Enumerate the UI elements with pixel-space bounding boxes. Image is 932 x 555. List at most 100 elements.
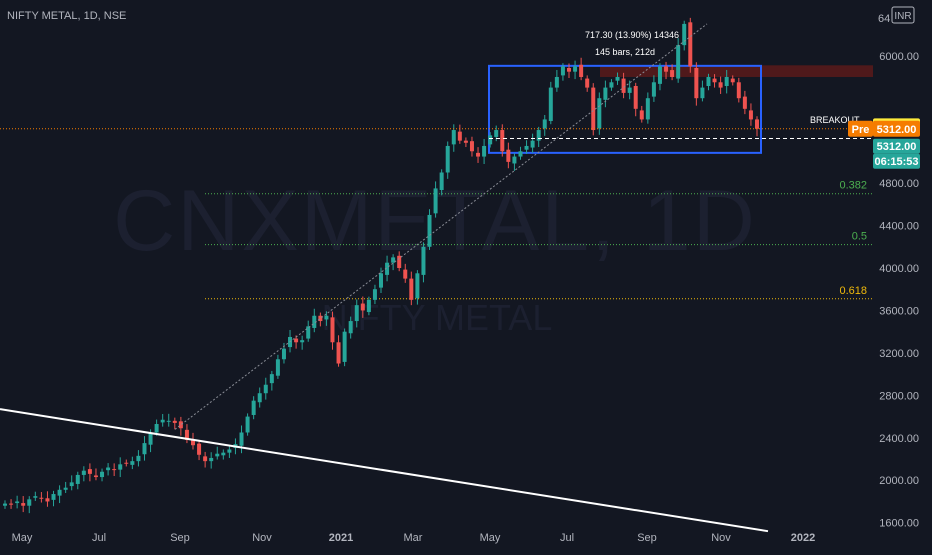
x-tick-label: Nov [252, 532, 272, 544]
candle-body [409, 278, 414, 300]
y-tick-label: 3600.00 [879, 305, 919, 317]
candle-body [518, 151, 523, 157]
candle-body [318, 315, 323, 322]
candle-body [354, 305, 359, 322]
candle-body [178, 421, 183, 429]
candle-body [69, 482, 74, 487]
candle-body [670, 70, 675, 77]
candle-body [263, 384, 268, 394]
candle-body [724, 76, 729, 86]
fib-level-label: 0.5 [852, 231, 867, 243]
annotations-layer: 717.30 (13.90%) 14346 145 bars, 212d BRE… [585, 30, 860, 125]
candle-body [342, 331, 347, 362]
candle-body [488, 135, 493, 145]
candle-body [530, 140, 535, 148]
candle-body [275, 359, 280, 376]
fibonacci-layer: 0.382 0.5 0.618 [205, 180, 873, 300]
candle-body [312, 315, 317, 328]
measure-annotation-line1: 717.30 (13.90%) 14346 [585, 30, 679, 40]
x-tick-label: 2021 [329, 532, 353, 544]
measure-diagonal-line [174, 23, 708, 430]
candle-body [124, 462, 129, 464]
price-axis: 1600.00 2000.00 2400.00 2800.00 3200.00 3600.… [878, 13, 919, 530]
candle-body [694, 67, 699, 99]
watermark-main-text: CNXMETAL, 1D [113, 173, 757, 269]
candle-body [27, 499, 32, 506]
candle-body [33, 496, 38, 498]
candle-body [755, 119, 759, 129]
candle-body [63, 487, 68, 490]
candle-body [639, 110, 644, 120]
candle-body [51, 494, 56, 500]
x-tick-label: Nov [711, 532, 731, 544]
candle-body [160, 419, 165, 423]
x-tick-label: Jul [92, 532, 106, 544]
candle-body [227, 449, 232, 453]
candle-body [281, 348, 286, 360]
currency-badge[interactable]: INR [891, 6, 915, 24]
candle-body [403, 269, 408, 279]
candle-body [360, 303, 365, 311]
trendline [0, 408, 769, 533]
candle-body [294, 338, 299, 343]
candle-body [15, 501, 20, 504]
candle-body [445, 145, 450, 173]
candle-body [142, 443, 147, 455]
fib-level-label: 0.382 [839, 180, 867, 192]
candle-body [391, 257, 396, 263]
last-price-badge: 5312.00 [873, 138, 920, 154]
candle-body [427, 214, 432, 247]
candle-body [597, 98, 602, 129]
candle-body [21, 503, 26, 506]
candle-body [500, 130, 505, 152]
y-tick-label-top: 64 [878, 13, 890, 25]
candle-body [172, 420, 177, 423]
candle-body [81, 470, 86, 475]
candle-body [148, 432, 153, 445]
candle-body [75, 474, 80, 484]
candle-body [421, 246, 426, 275]
candle-body [494, 130, 499, 137]
x-tick-label: Mar [404, 532, 423, 544]
x-tick-label: May [12, 532, 33, 544]
candle-body [93, 475, 98, 478]
candle-body [482, 145, 487, 157]
drawing-lines-layer [0, 23, 873, 533]
candle-body [573, 66, 578, 72]
candle-body [330, 317, 335, 343]
premarket-price-badge: 5312.00 [873, 120, 920, 137]
candle-body [366, 299, 371, 313]
candle-body [457, 131, 462, 141]
candle-body [506, 149, 511, 162]
resistance-zone [600, 65, 873, 77]
watermark-sub-text: NIFTY METAL [322, 297, 553, 338]
candle-body [184, 429, 189, 440]
y-tick-label: 4000.00 [879, 263, 919, 275]
candle-body [469, 141, 474, 152]
measure-annotation-line2: 145 bars, 212d [595, 47, 655, 57]
candle-body [215, 453, 220, 457]
premarket-badge: Pre [848, 120, 873, 137]
candle-body [700, 87, 705, 99]
candle-body [306, 326, 311, 339]
candle-body [585, 78, 590, 88]
candle-body [245, 416, 250, 433]
symbol-title[interactable]: NIFTY METAL, 1D, NSE [7, 10, 126, 22]
x-tick-label: Sep [637, 532, 657, 544]
svg-text:5312.00: 5312.00 [877, 124, 917, 136]
candle-body [433, 188, 438, 214]
candle-body [9, 503, 14, 505]
candle-body [736, 82, 741, 99]
candle-body [676, 45, 681, 79]
candle-body [300, 340, 305, 343]
candle-body [718, 82, 723, 88]
candle-body [615, 76, 620, 81]
candle-body [191, 439, 195, 446]
candle-body [542, 119, 547, 129]
candle-body [112, 469, 117, 471]
candle-body [379, 273, 383, 288]
candle-body [372, 289, 377, 300]
fib-level-label: 0.618 [839, 285, 867, 297]
